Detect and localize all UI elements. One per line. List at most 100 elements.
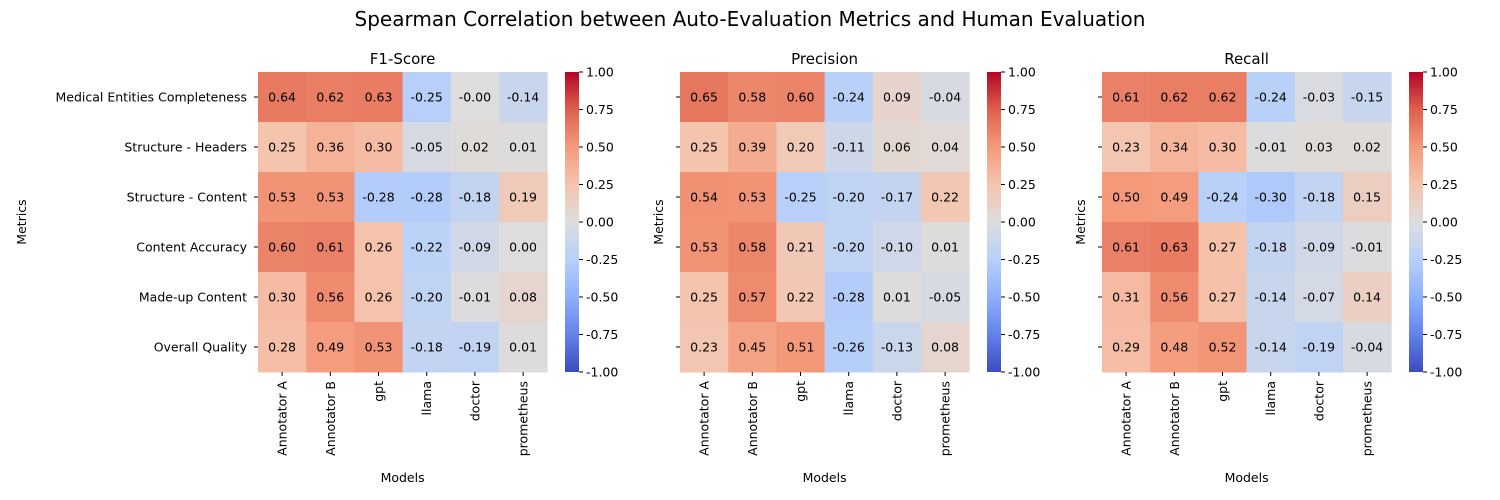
cell-value-label: 0.30 <box>365 140 393 155</box>
cell-value-label: -0.28 <box>411 190 443 205</box>
heatmap-cell <box>402 122 452 173</box>
cell-value-label: -0.25 <box>784 190 816 205</box>
heatmap-cell <box>499 172 548 223</box>
colorbar-tick-label: 0.50 <box>586 140 614 155</box>
cell-value-label: 0.52 <box>1209 340 1237 355</box>
heatmap-cell <box>1246 72 1296 123</box>
heatmap-cell <box>824 322 874 373</box>
colorbar-tick-label: 0.25 <box>586 177 614 192</box>
heatmap-cell <box>921 122 970 173</box>
cell-value-label: 0.56 <box>1160 290 1188 305</box>
heatmap-cell <box>306 222 355 273</box>
heatmap-cell <box>306 172 355 223</box>
colorbar-tick-label: 0.75 <box>1430 102 1458 117</box>
heatmap-cell <box>1294 322 1344 373</box>
heatmap-cell <box>1198 222 1248 273</box>
figure-title: Spearman Correlation between Auto-Evalua… <box>355 7 1146 31</box>
cell-value-label: 0.21 <box>787 240 815 255</box>
cell-value-label: -0.20 <box>833 240 865 255</box>
cell-value-label: -0.10 <box>881 240 913 255</box>
heatmap-cell <box>776 72 826 123</box>
x-tick-label: gpt <box>793 381 808 402</box>
heatmap-cell <box>1294 72 1344 123</box>
cell-value-label: 0.57 <box>738 290 766 305</box>
heatmap-cell <box>1198 122 1248 173</box>
heatmap-cell <box>402 272 452 323</box>
heatmap-cell <box>258 222 307 273</box>
heatmap-cell <box>1150 122 1199 173</box>
cell-value-label: -0.00 <box>459 90 491 105</box>
cell-value-label: 0.01 <box>883 290 911 305</box>
heatmap-cell <box>354 122 404 173</box>
cell-value-label: -0.01 <box>1351 240 1383 255</box>
cell-value-label: -0.14 <box>1255 340 1287 355</box>
cell-value-label: -0.05 <box>411 140 443 155</box>
heatmap-cell <box>824 172 874 223</box>
heatmap-cell <box>402 72 452 123</box>
cell-value-label: 0.64 <box>268 90 296 105</box>
colorbar <box>1409 72 1423 372</box>
heatmap-cell <box>1198 172 1248 223</box>
heatmap-cell <box>1150 272 1199 323</box>
x-axis-label: Models <box>381 470 425 485</box>
heatmap-cell <box>776 222 826 273</box>
colorbar <box>987 72 1001 372</box>
panel-title: Precision <box>791 50 858 68</box>
heatmap-cell <box>1102 222 1151 273</box>
cell-value-label: 0.60 <box>787 90 815 105</box>
heatmap-cell <box>680 322 729 373</box>
heatmap-cell <box>1102 122 1151 173</box>
cell-value-label: 0.02 <box>1353 140 1381 155</box>
heatmap-cell <box>306 122 355 173</box>
cell-value-label: -0.20 <box>411 290 443 305</box>
cell-value-label: 0.02 <box>461 140 489 155</box>
heatmap-cell <box>1102 72 1151 123</box>
x-tick-label: Annotator B <box>745 381 760 456</box>
cell-value-label: 0.08 <box>931 340 959 355</box>
heatmap-cell <box>1150 222 1199 273</box>
heatmap-cell <box>1246 222 1296 273</box>
cell-value-label: 0.23 <box>690 340 718 355</box>
cell-value-label: 0.27 <box>1209 290 1237 305</box>
heatmap-cell <box>680 122 729 173</box>
cell-value-label: -0.14 <box>507 90 539 105</box>
heatmap-cell <box>499 322 548 373</box>
heatmap-cell <box>921 272 970 323</box>
y-tick-label: Content Accuracy <box>136 240 247 255</box>
cell-value-label: 0.53 <box>738 190 766 205</box>
x-tick-label: doctor <box>467 380 482 421</box>
cell-value-label: -0.25 <box>411 90 443 105</box>
y-tick-label: Overall Quality <box>154 340 248 355</box>
cell-value-label: 0.36 <box>316 140 344 155</box>
x-axis-label: Models <box>803 470 847 485</box>
colorbar-tick-label: 0.50 <box>1430 140 1458 155</box>
y-axis-label: Metrics <box>14 199 29 244</box>
colorbar-tick-label: 0.75 <box>586 102 614 117</box>
heatmap-cell <box>872 322 922 373</box>
heatmap-cell <box>450 122 500 173</box>
colorbar-tick-label: -0.25 <box>1008 252 1040 267</box>
x-axis-label: Models <box>1225 470 1269 485</box>
cell-value-label: 0.26 <box>365 290 393 305</box>
cell-value-label: 0.03 <box>1305 140 1333 155</box>
heatmap-cell <box>1246 272 1296 323</box>
cell-value-label: 0.30 <box>268 290 296 305</box>
colorbar-tick-label: 0.50 <box>1008 140 1036 155</box>
heatmap-cell <box>680 272 729 323</box>
heatmap-cell <box>354 172 404 223</box>
heatmap-cell <box>872 72 922 123</box>
heatmap-cell <box>354 272 404 323</box>
x-tick-label: prometheus <box>516 381 531 456</box>
y-tick-label: Made-up Content <box>139 290 247 305</box>
cell-value-label: 0.53 <box>316 190 344 205</box>
heatmap-cell <box>776 122 826 173</box>
heatmap-panels: F1-Score 0.64 0.62 0.63 -0.25 -0.00 -0.14 0.25 0… <box>14 50 1462 485</box>
heatmap-cell <box>450 172 500 223</box>
cell-value-label: 0.15 <box>1353 190 1381 205</box>
heatmap-cell <box>402 322 452 373</box>
panel-title: F1-Score <box>370 50 436 68</box>
cell-value-label: -0.18 <box>411 340 443 355</box>
cell-value-label: 0.65 <box>690 90 718 105</box>
x-tick-label: llama <box>1263 381 1278 415</box>
